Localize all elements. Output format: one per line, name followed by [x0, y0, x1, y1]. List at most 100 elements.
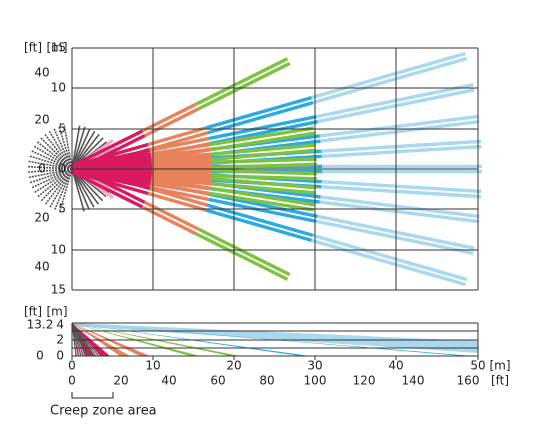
- beam: [150, 182, 211, 196]
- beam: [211, 143, 316, 156]
- creep-ray: [71, 126, 86, 170]
- creep-zone-label: Creep zone area: [50, 404, 157, 419]
- beam: [210, 131, 315, 152]
- creep-ray: [31, 168, 73, 189]
- beam: [195, 57, 289, 106]
- beam: [143, 200, 200, 231]
- beam: [211, 168, 318, 176]
- creep-ray: [58, 126, 73, 170]
- unit-ft: [ft]: [24, 41, 42, 55]
- x-m-label: 0: [68, 359, 76, 373]
- beam: [210, 186, 315, 207]
- ft-label: 20: [34, 113, 49, 127]
- x-ft-label: 0: [68, 374, 76, 388]
- x-m-label: 10: [145, 359, 160, 373]
- creep-ray: [31, 150, 73, 170]
- m-label: 5: [58, 202, 66, 216]
- m-label: 10: [51, 81, 66, 95]
- creep-ray: [40, 168, 73, 202]
- creep-ray: [29, 168, 73, 184]
- beam: [206, 100, 314, 135]
- beam: [211, 162, 318, 170]
- beam: [149, 186, 208, 207]
- creep-ray: [28, 168, 73, 179]
- beam: [70, 169, 144, 209]
- beam: [311, 238, 466, 287]
- creep-ray: [53, 128, 73, 170]
- beam: [209, 120, 318, 146]
- creep-ray: [48, 130, 73, 170]
- beam: [316, 83, 474, 119]
- beam: [321, 179, 482, 194]
- x-ft-label: 140: [402, 374, 425, 388]
- beam: [151, 152, 212, 162]
- beam: [151, 156, 212, 164]
- beam: [141, 205, 197, 236]
- creep-ray: [28, 165, 73, 170]
- creep-ray: [59, 168, 73, 212]
- creep-ray: [34, 168, 73, 193]
- ft-label: 20: [34, 211, 49, 225]
- beam: [209, 126, 314, 147]
- beam: [321, 139, 482, 153]
- beam: [149, 136, 210, 153]
- beam: [197, 227, 291, 277]
- unit-m: [m]: [46, 41, 67, 55]
- beam: [205, 208, 313, 243]
- creep-ray: [54, 168, 73, 210]
- beam: [206, 203, 314, 238]
- beam: [149, 185, 210, 202]
- creep-bracket: [71, 392, 114, 399]
- x-m-label: 30: [307, 359, 322, 373]
- beam: [312, 233, 468, 282]
- x-ft-label: 160: [457, 374, 480, 388]
- x-ft-label: 120: [353, 374, 376, 388]
- beam: [195, 232, 289, 281]
- beam: [311, 51, 466, 100]
- unit-ft: [ft]: [491, 374, 509, 388]
- beam: [211, 176, 317, 190]
- creep-ray: [71, 128, 91, 170]
- m-label: 0: [56, 349, 64, 363]
- x-m-label: 20: [226, 359, 241, 373]
- beam: [197, 61, 291, 111]
- beam: [147, 191, 207, 212]
- creep-ray: [44, 168, 73, 205]
- beam: [319, 114, 479, 138]
- beam: [208, 197, 317, 224]
- beam: [151, 177, 211, 191]
- ft-label: 40: [34, 260, 49, 274]
- beam: [321, 185, 482, 199]
- beam: [209, 191, 314, 212]
- unit-m: [m]: [489, 359, 510, 373]
- beam: [151, 160, 212, 166]
- creep-ray: [44, 133, 73, 170]
- beam: [321, 144, 482, 159]
- grid: [71, 47, 479, 360]
- ft-label: 0: [36, 349, 44, 363]
- creep-ray: [37, 168, 73, 198]
- ft-label: 0: [38, 162, 46, 176]
- beam: [149, 131, 208, 152]
- x-ft-label: 40: [161, 374, 176, 388]
- beam: [208, 114, 317, 141]
- creep-ray: [71, 125, 81, 170]
- beam: [143, 107, 200, 138]
- beam: [147, 126, 207, 147]
- x-m-label: 50: [470, 359, 485, 373]
- ft-label: 40: [34, 66, 49, 80]
- ft-label: 13.2: [27, 318, 54, 332]
- beam: [205, 95, 313, 130]
- creep-ray: [28, 160, 73, 170]
- beam: [211, 148, 317, 162]
- creep-ray: [33, 145, 73, 170]
- m-label: 0: [58, 162, 66, 176]
- beam: [211, 174, 317, 181]
- creep-ray: [36, 141, 73, 170]
- creep-ray: [63, 125, 73, 170]
- creep-ray: [49, 168, 73, 208]
- x-ft-label: 80: [259, 374, 274, 388]
- x-ft-label: 20: [113, 374, 128, 388]
- beam: [319, 200, 479, 224]
